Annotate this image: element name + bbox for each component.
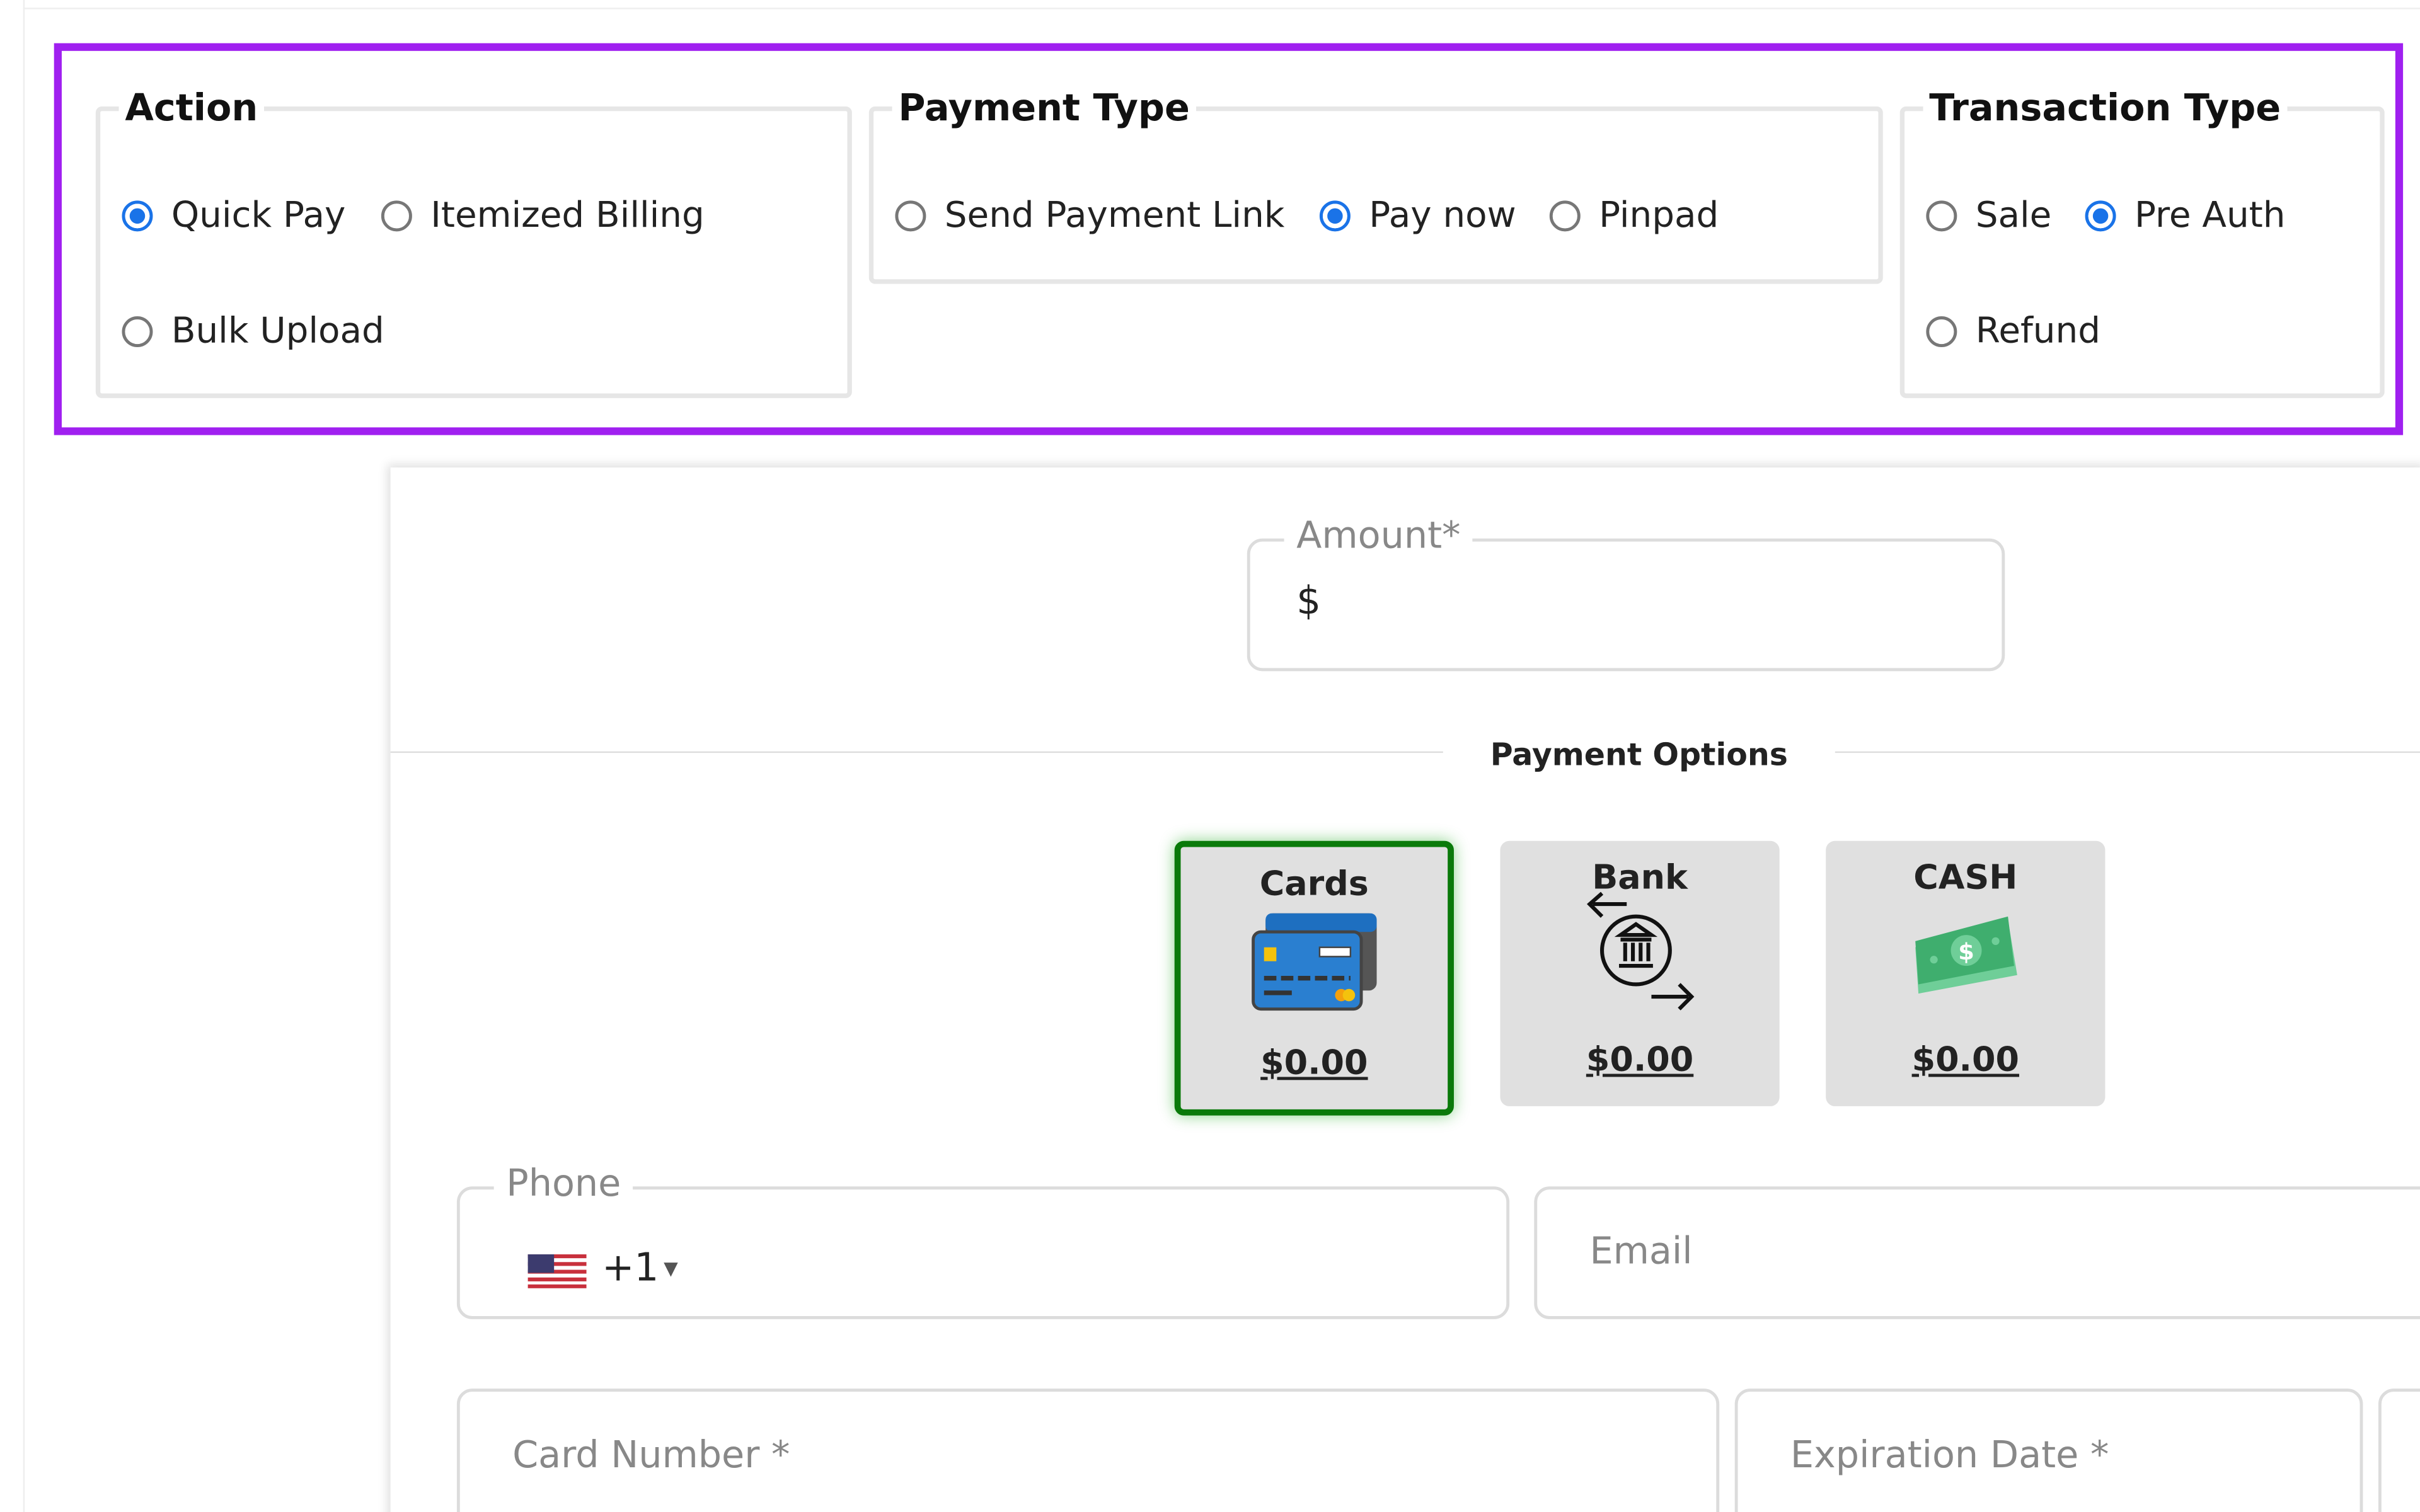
amount-label: Amount*	[1284, 513, 1473, 558]
expiration-date-input[interactable]: Expiration Date *	[1734, 1389, 2363, 1512]
radio-icon[interactable]	[381, 200, 412, 232]
radio-label: Itemized Billing	[430, 196, 705, 236]
action-group: Action	[95, 86, 852, 398]
radio-label: Bulk Upload	[171, 311, 384, 352]
payment-type-legend: Payment Type	[898, 86, 1190, 130]
bank-transfer-icon	[1586, 891, 1694, 1011]
expiration-placeholder: Expiration Date *	[1790, 1433, 2109, 1477]
credit-card-icon	[1250, 913, 1376, 1011]
card-number-input[interactable]: Card Number *	[456, 1389, 1720, 1512]
radio-label: Pre Auth	[2134, 196, 2286, 236]
svg-text:$: $	[1957, 938, 1974, 965]
chevron-down-icon[interactable]: ▼	[664, 1257, 678, 1280]
email-placeholder: Email	[1589, 1229, 1693, 1273]
country-code[interactable]: +1	[602, 1245, 659, 1290]
radio-icon[interactable]	[122, 316, 153, 348]
payment-option-cash[interactable]: CASH $ $0.00	[1826, 840, 2106, 1106]
currency-prefix: $	[1296, 578, 1322, 624]
radio-pre-auth[interactable]: Pre Auth	[2085, 196, 2286, 236]
radio-label: Refund	[1975, 311, 2100, 352]
radio-refund[interactable]: Refund	[1926, 312, 2100, 352]
radio-pay-now[interactable]: Pay now	[1319, 196, 1516, 236]
radio-icon[interactable]	[1926, 316, 1957, 348]
cash-icon: $	[1914, 916, 2017, 994]
transaction-type-group: Transaction Type	[1899, 86, 2385, 398]
page-top-divider	[23, 8, 2420, 9]
tile-name: Cards	[1259, 865, 1369, 905]
card-number-placeholder: Card Number *	[512, 1433, 790, 1477]
tile-amount: $0.00	[1911, 1041, 2020, 1080]
payment-option-cards[interactable]: Cards $0.00	[1174, 840, 1454, 1116]
phone-input[interactable]: Phone +1 ▼	[456, 1162, 1510, 1319]
tile-amount: $0.00	[1586, 1041, 1694, 1080]
radio-itemized-billing[interactable]: Itemized Billing	[381, 196, 705, 236]
radio-label: Sale	[1975, 196, 2052, 236]
payment-option-bank[interactable]: Bank $0.00	[1500, 840, 1780, 1106]
divider-right	[1835, 751, 2420, 753]
tile-name: Bank	[1592, 859, 1688, 898]
payment-type-group: Payment Type	[868, 86, 1883, 284]
us-flag-icon	[527, 1254, 587, 1288]
radio-icon[interactable]	[1926, 200, 1957, 232]
tile-amount: $0.00	[1260, 1044, 1368, 1084]
cvv-input[interactable]	[2378, 1389, 2420, 1512]
divider-left	[390, 751, 1443, 753]
page-edge	[23, 0, 25, 1512]
highlight-box	[54, 43, 2404, 435]
radio-icon[interactable]	[1549, 200, 1581, 232]
radio-selected-icon[interactable]	[2085, 200, 2116, 232]
radio-sale[interactable]: Sale	[1926, 196, 2051, 236]
tile-name: CASH	[1913, 859, 2018, 898]
radio-label: Quick Pay	[171, 196, 346, 236]
radio-selected-icon[interactable]	[122, 200, 153, 232]
radio-pinpad[interactable]: Pinpad	[1549, 196, 1719, 236]
phone-label: Phone	[493, 1162, 633, 1205]
action-legend: Action	[125, 86, 258, 130]
transaction-type-legend: Transaction Type	[1929, 86, 2281, 130]
amount-input[interactable]: Amount* $	[1247, 513, 2005, 672]
radio-icon[interactable]	[895, 200, 926, 232]
radio-selected-icon[interactable]	[1319, 200, 1351, 232]
radio-send-payment-link[interactable]: Send Payment Link	[895, 196, 1284, 236]
radio-quick-pay[interactable]: Quick Pay	[122, 196, 345, 236]
radio-label: Pay now	[1369, 196, 1516, 236]
radio-label: Pinpad	[1599, 196, 1719, 236]
email-input[interactable]: Email	[1534, 1186, 2420, 1319]
radio-bulk-upload[interactable]: Bulk Upload	[122, 312, 384, 352]
radio-label: Send Payment Link	[944, 196, 1285, 236]
payment-options-title: Payment Options	[1490, 736, 1788, 773]
